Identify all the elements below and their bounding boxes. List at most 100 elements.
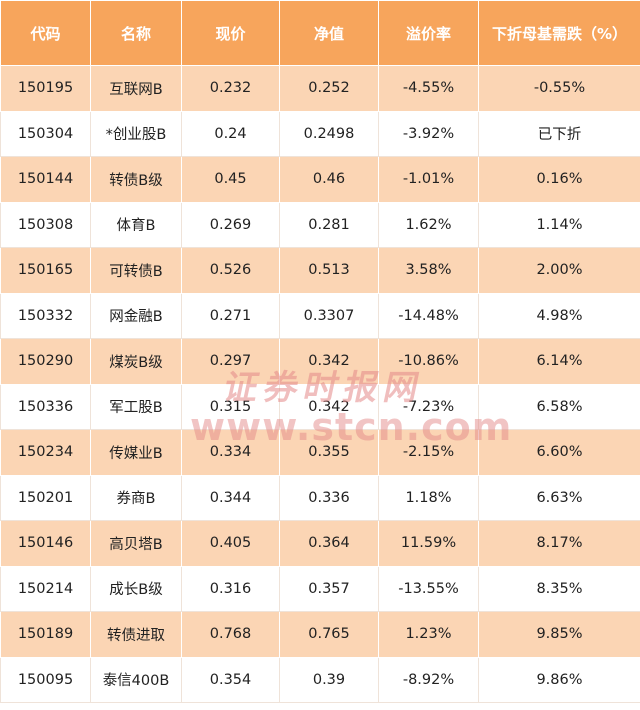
cell-premium: 11.59% (378, 520, 479, 567)
cell-name: 可转债B (90, 247, 182, 294)
cell-nav: 0.357 (279, 565, 379, 612)
cell-name: 转债进取 (90, 611, 182, 658)
header-nav: 净值 (279, 0, 379, 66)
header-code: 代码 (0, 0, 91, 66)
header-drop-needed: 下折母基需跌（%） (478, 0, 640, 66)
cell-drop-needed: 已下折 (478, 110, 640, 157)
cell-price: 0.344 (181, 474, 280, 521)
cell-price: 0.405 (181, 520, 280, 567)
cell-price: 0.297 (181, 338, 280, 385)
cell-price: 0.768 (181, 611, 280, 658)
table-row: 150332 网金融B 0.271 0.3307 -14.48% 4.98% (0, 292, 640, 339)
cell-premium: 1.18% (378, 474, 479, 521)
cell-price: 0.232 (181, 65, 280, 112)
cell-name: 军工股B (90, 383, 182, 430)
cell-drop-needed: 2.00% (478, 247, 640, 294)
cell-name: 高贝塔B (90, 520, 182, 567)
cell-drop-needed: 9.85% (478, 611, 640, 658)
cell-nav: 0.336 (279, 474, 379, 521)
cell-code: 150144 (0, 156, 91, 203)
cell-code: 150095 (0, 656, 91, 703)
cell-premium: -8.92% (378, 656, 479, 703)
cell-drop-needed: 9.86% (478, 656, 640, 703)
cell-drop-needed: -0.55% (478, 65, 640, 112)
cell-code: 150146 (0, 520, 91, 567)
cell-nav: 0.39 (279, 656, 379, 703)
cell-name: 转债B级 (90, 156, 182, 203)
table-row: 150308 体育B 0.269 0.281 1.62% 1.14% (0, 201, 640, 248)
cell-code: 150336 (0, 383, 91, 430)
cell-nav: 0.364 (279, 520, 379, 567)
table-row: 150146 高贝塔B 0.405 0.364 11.59% 8.17% (0, 520, 640, 567)
cell-name: 券商B (90, 474, 182, 521)
cell-premium: -14.48% (378, 292, 479, 339)
cell-code: 150332 (0, 292, 91, 339)
cell-premium: 1.62% (378, 201, 479, 248)
table-row: 150214 成长B级 0.316 0.357 -13.55% 8.35% (0, 565, 640, 612)
cell-drop-needed: 4.98% (478, 292, 640, 339)
table-row: 150165 可转债B 0.526 0.513 3.58% 2.00% (0, 247, 640, 294)
table-row: 150144 转债B级 0.45 0.46 -1.01% 0.16% (0, 156, 640, 203)
cell-name: 互联网B (90, 65, 182, 112)
cell-name: 成长B级 (90, 565, 182, 612)
cell-price: 0.45 (181, 156, 280, 203)
cell-code: 150201 (0, 474, 91, 521)
cell-drop-needed: 6.60% (478, 429, 640, 476)
cell-price: 0.271 (181, 292, 280, 339)
cell-code: 150304 (0, 110, 91, 157)
cell-drop-needed: 6.58% (478, 383, 640, 430)
cell-nav: 0.355 (279, 429, 379, 476)
cell-code: 150234 (0, 429, 91, 476)
cell-nav: 0.252 (279, 65, 379, 112)
cell-price: 0.334 (181, 429, 280, 476)
cell-drop-needed: 8.35% (478, 565, 640, 612)
cell-nav: 0.342 (279, 338, 379, 385)
header-premium: 溢价率 (378, 0, 479, 66)
cell-name: 泰信400B (90, 656, 182, 703)
cell-nav: 0.46 (279, 156, 379, 203)
cell-code: 150195 (0, 65, 91, 112)
cell-premium: -3.92% (378, 110, 479, 157)
table-row: 150195 互联网B 0.232 0.252 -4.55% -0.55% (0, 65, 640, 112)
cell-code: 150290 (0, 338, 91, 385)
table-row: 150234 传媒业B 0.334 0.355 -2.15% 6.60% (0, 429, 640, 476)
cell-price: 0.526 (181, 247, 280, 294)
cell-premium: 3.58% (378, 247, 479, 294)
cell-premium: -13.55% (378, 565, 479, 612)
cell-premium: -10.86% (378, 338, 479, 385)
cell-nav: 0.342 (279, 383, 379, 430)
table-row: 150095 泰信400B 0.354 0.39 -8.92% 9.86% (0, 656, 640, 703)
header-name: 名称 (90, 0, 182, 66)
cell-drop-needed: 6.63% (478, 474, 640, 521)
cell-drop-needed: 8.17% (478, 520, 640, 567)
header-row: 代码 名称 现价 净值 溢价率 下折母基需跌（%） (0, 0, 640, 66)
cell-price: 0.315 (181, 383, 280, 430)
table-row: 150304 *创业股B 0.24 0.2498 -3.92% 已下折 (0, 110, 640, 157)
cell-nav: 0.513 (279, 247, 379, 294)
cell-premium: -7.23% (378, 383, 479, 430)
cell-drop-needed: 0.16% (478, 156, 640, 203)
cell-nav: 0.765 (279, 611, 379, 658)
cell-premium: -4.55% (378, 65, 479, 112)
cell-drop-needed: 1.14% (478, 201, 640, 248)
cell-premium: -2.15% (378, 429, 479, 476)
header-price: 现价 (181, 0, 280, 66)
cell-nav: 0.3307 (279, 292, 379, 339)
cell-premium: 1.23% (378, 611, 479, 658)
cell-nav: 0.2498 (279, 110, 379, 157)
cell-name: 体育B (90, 201, 182, 248)
cell-premium: -1.01% (378, 156, 479, 203)
cell-name: 网金融B (90, 292, 182, 339)
cell-price: 0.269 (181, 201, 280, 248)
cell-drop-needed: 6.14% (478, 338, 640, 385)
table-row: 150336 军工股B 0.315 0.342 -7.23% 6.58% (0, 383, 640, 430)
cell-price: 0.24 (181, 110, 280, 157)
cell-code: 150308 (0, 201, 91, 248)
cell-name: 煤炭B级 (90, 338, 182, 385)
table-row: 150290 煤炭B级 0.297 0.342 -10.86% 6.14% (0, 338, 640, 385)
table-row: 150201 券商B 0.344 0.336 1.18% 6.63% (0, 474, 640, 521)
cell-name: *创业股B (90, 110, 182, 157)
cell-code: 150165 (0, 247, 91, 294)
cell-code: 150214 (0, 565, 91, 612)
